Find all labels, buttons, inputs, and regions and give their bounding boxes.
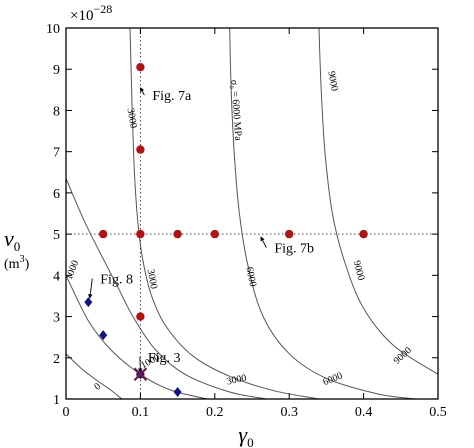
- x-tick-label: 0.1: [132, 405, 150, 420]
- y-tick-label: 1: [53, 393, 60, 408]
- x-tick-label: 0.3: [280, 405, 298, 420]
- contour-label: 0: [92, 381, 103, 393]
- data-point-circle: [173, 229, 182, 239]
- contour-label: σ₀ = 6000 MPa: [228, 79, 243, 141]
- y-tick-label: 10: [46, 22, 60, 37]
- y-axis-title-subscript: 0: [14, 239, 21, 254]
- contour-label: 6000: [243, 266, 258, 288]
- y-axis-unit: (m3): [4, 254, 30, 272]
- annotation-arrow: [140, 87, 145, 96]
- annotation-arrow: [260, 236, 267, 248]
- x-tick-label: 0.4: [355, 405, 373, 420]
- contour-label: 3000: [145, 268, 159, 290]
- data-point-circle: [99, 229, 108, 239]
- contour-line: [129, 27, 320, 400]
- contour-label: 9000: [392, 345, 414, 367]
- contour-line: [65, 353, 123, 400]
- data-point-cross: [133, 367, 148, 382]
- axis-ticks: 0 0.1 0.2 0.3 0.4 0.5 1 2 3 4 5 6 7 8 9 10: [46, 22, 447, 420]
- y-axis-unit-close: ): [25, 257, 30, 272]
- annotation-label: Fig. 7a: [152, 89, 192, 104]
- reference-lines: [66, 28, 438, 399]
- y-tick-label: 3: [53, 311, 60, 326]
- x-tick-label: 0.2: [206, 405, 224, 420]
- y-multiplier: ×10−28: [70, 2, 112, 24]
- contour-label: 9000: [351, 259, 367, 281]
- data-point-circle: [136, 145, 145, 154]
- contour-line: [318, 27, 439, 375]
- data-point-diamond: [99, 330, 108, 341]
- y-tick-label: 6: [53, 187, 60, 202]
- x-tick-label: 0: [63, 405, 70, 420]
- annotation-arrow: [88, 278, 93, 299]
- contour-line: [65, 275, 208, 400]
- data-point-diamond: [173, 386, 182, 397]
- annotation-label: Fig. 3: [148, 351, 181, 366]
- x-axis-title-subscript: 0: [247, 435, 254, 448]
- contour-label: 9000: [325, 70, 339, 92]
- annotation-label: Fig. 8: [100, 273, 133, 288]
- y-tick-label: 8: [53, 104, 60, 119]
- data-point-diamond: [84, 297, 93, 308]
- data-point-circle: [136, 229, 145, 239]
- data-point-circle: [359, 229, 368, 239]
- contour-line: [65, 178, 267, 400]
- x-axis-title: γ0: [238, 422, 253, 448]
- plot-frame: [65, 27, 439, 400]
- contour-label: 3000: [125, 108, 139, 130]
- annotations: Fig. 7a Fig. 7b Fig. 8 Fig. 3: [88, 87, 314, 373]
- y-tick-label: 4: [53, 269, 60, 284]
- contour-label: 6000: [322, 371, 345, 389]
- data-point-circle: [136, 62, 145, 72]
- y-axis-unit-superscript: 3: [20, 254, 25, 265]
- x-tick-label: 0.5: [429, 405, 447, 420]
- contour-line: [229, 27, 416, 400]
- y-tick-label: 2: [53, 352, 60, 367]
- contour-lines: [65, 27, 439, 400]
- data-points: [84, 62, 368, 397]
- y-tick-label: 7: [53, 146, 60, 161]
- contour-label: 3000: [226, 373, 248, 388]
- data-point-circle: [210, 229, 219, 239]
- y-tick-label: 5: [53, 228, 60, 243]
- annotation-label: Fig. 7b: [274, 242, 314, 257]
- y-multiplier-exponent: −28: [93, 2, 112, 16]
- data-point-circle: [136, 312, 145, 321]
- data-point-circle: [285, 229, 294, 239]
- y-axis-title: v0: [4, 226, 20, 254]
- y-tick-label: 9: [53, 63, 60, 78]
